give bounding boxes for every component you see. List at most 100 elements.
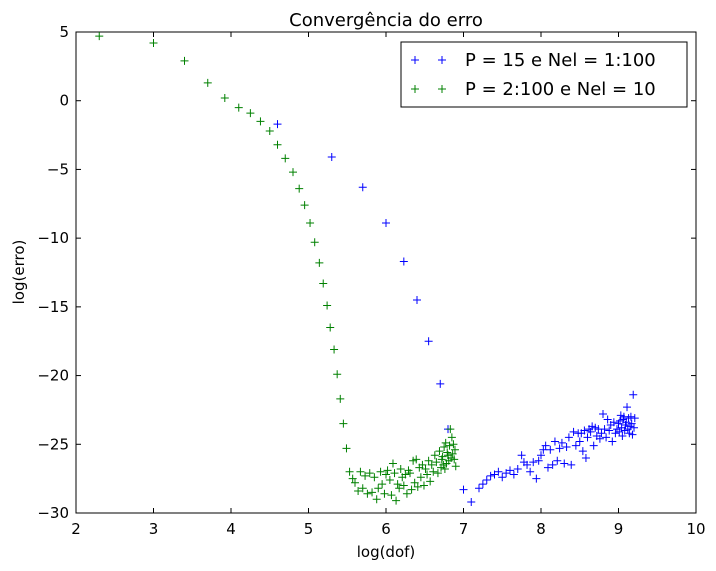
data-point	[273, 140, 282, 149]
legend-label: P = 2:100 e Nel = 10	[465, 79, 656, 100]
x-tick-label: 6	[381, 520, 391, 538]
data-point	[609, 418, 618, 427]
data-point	[539, 445, 548, 454]
data-point	[575, 437, 584, 446]
plot-frame	[75, 31, 697, 514]
data-point	[433, 469, 442, 478]
data-point	[416, 473, 425, 482]
data-point	[498, 473, 507, 482]
data-point	[378, 480, 387, 489]
data-point	[418, 460, 427, 469]
data-point	[605, 426, 614, 435]
series-1	[273, 120, 639, 507]
x-axis-label: log(dof)	[357, 543, 416, 561]
data-point	[348, 474, 357, 483]
legend-item-2	[411, 85, 446, 93]
data-point	[246, 109, 255, 118]
data-point	[390, 469, 399, 478]
y-axis-label: log(erro)	[10, 240, 28, 305]
data-point	[623, 403, 632, 412]
data-point	[336, 394, 345, 403]
data-point	[602, 433, 611, 442]
x-tick-label: 4	[226, 520, 236, 538]
data-point	[419, 481, 428, 490]
data-point	[358, 484, 367, 493]
data-point	[368, 488, 377, 497]
data-point	[445, 441, 454, 450]
data-point	[306, 219, 315, 228]
data-point	[295, 184, 304, 193]
data-point	[412, 455, 421, 464]
y-tick-label: 0	[59, 92, 69, 110]
data-point	[622, 418, 631, 427]
data-point	[345, 467, 354, 476]
data-point	[402, 489, 411, 498]
data-point	[339, 419, 348, 428]
data-point	[534, 456, 543, 465]
data-point	[342, 444, 351, 453]
data-point	[513, 465, 522, 474]
data-point	[589, 441, 598, 450]
data-point	[438, 452, 447, 461]
legend-label: P = 15 e Nel = 1:100	[465, 50, 656, 71]
data-point	[557, 438, 566, 447]
y-tick-label: −20	[37, 367, 69, 385]
data-point	[423, 470, 432, 479]
y-tick-label: −15	[37, 298, 69, 316]
series-2	[95, 32, 460, 505]
data-point	[506, 466, 514, 475]
data-point	[546, 445, 555, 454]
data-point	[358, 183, 367, 192]
data-point	[315, 258, 324, 267]
data-point	[494, 467, 503, 476]
data-point	[413, 482, 422, 491]
data-point	[581, 454, 590, 463]
data-point	[450, 455, 459, 464]
data-point	[467, 498, 476, 507]
data-point	[541, 441, 550, 450]
data-point	[427, 460, 436, 469]
data-point	[401, 470, 410, 479]
data-point	[578, 447, 587, 456]
data-point	[627, 419, 636, 428]
data-point	[615, 427, 624, 436]
data-point	[509, 470, 518, 479]
series-layer	[95, 32, 639, 507]
data-point	[330, 345, 339, 354]
data-point	[569, 427, 578, 436]
data-point	[459, 485, 468, 494]
data-point	[447, 433, 456, 442]
x-tick-label: 3	[149, 520, 159, 538]
legend-marker	[411, 85, 419, 93]
data-point	[440, 443, 449, 452]
data-point	[234, 103, 243, 112]
data-point	[374, 484, 383, 493]
y-tick-label: −25	[37, 435, 69, 453]
data-point	[537, 451, 545, 460]
data-point	[289, 168, 297, 177]
data-point	[478, 480, 487, 489]
data-point	[586, 427, 595, 436]
data-point	[220, 93, 229, 102]
data-point	[548, 460, 557, 469]
data-point	[517, 451, 526, 460]
data-point	[424, 456, 433, 465]
data-point	[603, 415, 612, 424]
data-point	[413, 295, 421, 304]
data-point	[440, 465, 449, 474]
data-point	[628, 430, 637, 439]
legend-box	[400, 41, 688, 108]
data-point	[365, 469, 374, 478]
data-point	[393, 480, 402, 489]
y-tick-label: −5	[47, 160, 69, 178]
data-point	[553, 456, 562, 465]
data-point	[562, 443, 571, 452]
y-tick-label: −30	[37, 504, 69, 522]
data-point	[432, 458, 441, 467]
data-point	[436, 379, 445, 388]
data-point	[382, 470, 390, 479]
data-point	[363, 489, 372, 498]
data-point	[543, 463, 552, 472]
data-point	[395, 484, 404, 493]
data-point	[256, 117, 265, 126]
